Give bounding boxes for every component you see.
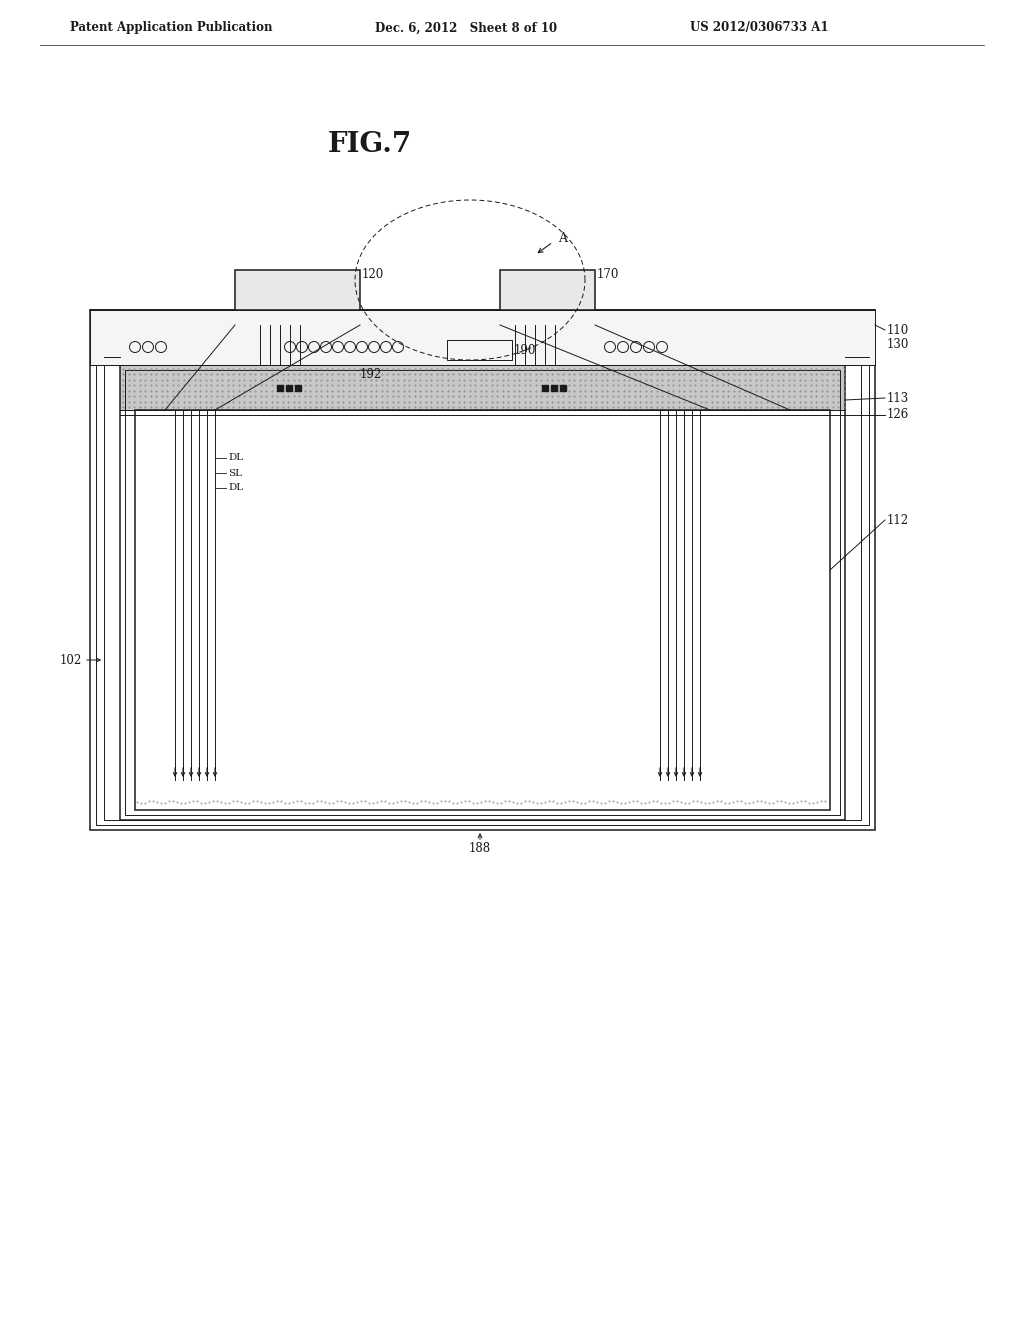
Bar — [125, 370, 840, 814]
Text: 120: 120 — [362, 268, 384, 281]
Text: A: A — [558, 231, 567, 244]
Text: 130: 130 — [887, 338, 909, 351]
Text: 190: 190 — [514, 343, 537, 356]
Text: FIG.7: FIG.7 — [328, 132, 412, 158]
Text: SL: SL — [228, 469, 242, 478]
Text: 102: 102 — [59, 653, 82, 667]
Bar — [500, 271, 595, 325]
Bar — [234, 271, 360, 325]
Bar — [120, 366, 845, 411]
Text: 110: 110 — [887, 323, 909, 337]
Text: DL: DL — [228, 483, 243, 492]
Text: Patent Application Publication: Patent Application Publication — [70, 21, 272, 34]
Text: US 2012/0306733 A1: US 2012/0306733 A1 — [690, 21, 828, 34]
Bar — [135, 411, 830, 810]
Bar — [90, 310, 874, 830]
Bar — [104, 319, 861, 820]
Bar — [120, 366, 845, 820]
Text: 112: 112 — [887, 513, 909, 527]
Text: Dec. 6, 2012   Sheet 8 of 10: Dec. 6, 2012 Sheet 8 of 10 — [375, 21, 557, 34]
Text: 192: 192 — [360, 368, 382, 381]
Text: 170: 170 — [597, 268, 620, 281]
Bar — [90, 310, 874, 366]
Bar — [96, 315, 869, 825]
Text: 113: 113 — [887, 392, 909, 404]
Bar — [447, 341, 512, 360]
Text: DL: DL — [228, 454, 243, 462]
Text: 126: 126 — [887, 408, 909, 421]
Text: 188: 188 — [469, 842, 492, 854]
